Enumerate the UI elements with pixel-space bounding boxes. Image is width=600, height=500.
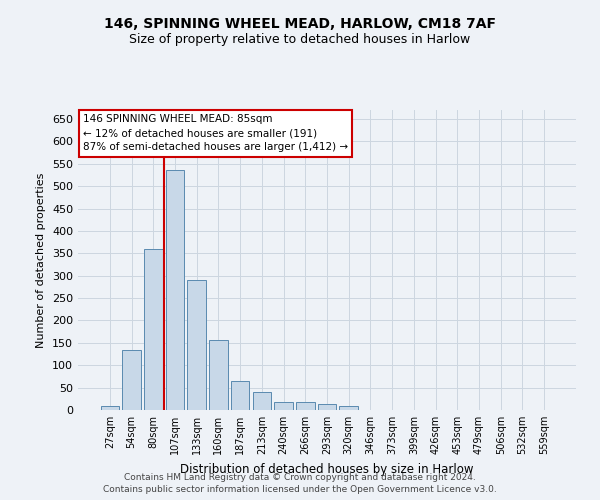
Bar	[296, 402, 314, 410]
Bar	[144, 249, 163, 410]
Bar	[253, 392, 271, 410]
Bar	[101, 406, 119, 410]
Bar	[209, 340, 227, 410]
Text: Size of property relative to detached houses in Harlow: Size of property relative to detached ho…	[130, 32, 470, 46]
Text: Contains HM Land Registry data © Crown copyright and database right 2024.: Contains HM Land Registry data © Crown c…	[124, 472, 476, 482]
Bar	[340, 406, 358, 410]
Bar	[231, 381, 250, 410]
Bar	[187, 280, 206, 410]
Bar	[166, 170, 184, 410]
Bar	[274, 402, 293, 410]
Text: 146 SPINNING WHEEL MEAD: 85sqm
← 12% of detached houses are smaller (191)
87% of: 146 SPINNING WHEEL MEAD: 85sqm ← 12% of …	[83, 114, 348, 152]
Bar	[318, 404, 336, 410]
Text: 146, SPINNING WHEEL MEAD, HARLOW, CM18 7AF: 146, SPINNING WHEEL MEAD, HARLOW, CM18 7…	[104, 18, 496, 32]
Bar	[122, 350, 141, 410]
X-axis label: Distribution of detached houses by size in Harlow: Distribution of detached houses by size …	[180, 462, 474, 475]
Text: Contains public sector information licensed under the Open Government Licence v3: Contains public sector information licen…	[103, 485, 497, 494]
Y-axis label: Number of detached properties: Number of detached properties	[37, 172, 46, 348]
